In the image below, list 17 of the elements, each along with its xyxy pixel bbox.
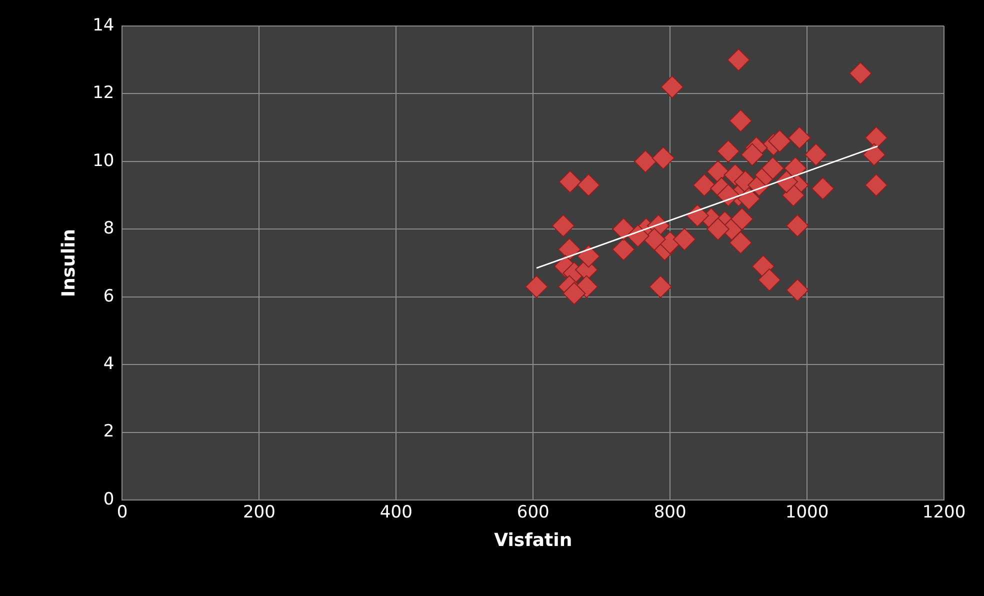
x-tick-label: 400: [380, 502, 412, 523]
y-tick-label: 6: [103, 286, 114, 306]
y-tick-label: 14: [92, 15, 114, 36]
y-tick-label: 2: [103, 422, 114, 442]
y-axis-title: Insulin: [58, 228, 80, 298]
x-tick-label: 1000: [785, 502, 829, 523]
x-tick-label: 1200: [922, 502, 966, 523]
y-tick-label: 0: [103, 489, 114, 510]
x-tick-label: 600: [516, 502, 550, 523]
x-tick-label: 0: [116, 502, 128, 523]
x-tick-label: 800: [654, 502, 686, 523]
x-tick-label: 200: [242, 502, 276, 523]
x-axis-title: Visfatin: [494, 530, 572, 551]
y-tick-label: 12: [92, 83, 114, 104]
y-tick-label: 8: [103, 218, 114, 239]
y-tick-label: 10: [92, 150, 114, 171]
y-tick-label: 4: [103, 354, 114, 374]
